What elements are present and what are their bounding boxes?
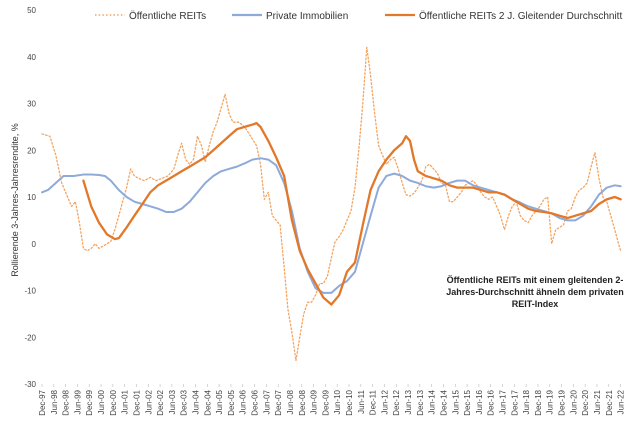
x-tick-label: Jun-14 bbox=[428, 389, 437, 414]
x-tick-label: Jun-09 bbox=[310, 389, 319, 414]
annotation-line: Jahres-Durchschnitt ähneln dem privaten bbox=[446, 287, 624, 297]
x-tick-label: Dec-03 bbox=[180, 389, 189, 415]
x-tick-label: Jun-01 bbox=[121, 389, 130, 414]
y-tick-label: 20 bbox=[27, 146, 36, 155]
x-tick-label: Jun-13 bbox=[404, 389, 413, 414]
legend-label-3: Öffentliche REITs 2 J. Gleitender Durchs… bbox=[419, 10, 622, 22]
y-tick-label: 40 bbox=[27, 53, 36, 62]
y-axis: -30 -20 -10 0 10 20 30 40 50 bbox=[24, 6, 36, 389]
x-tick-label: Dec-02 bbox=[156, 389, 165, 415]
x-tick-label: Dec-08 bbox=[298, 389, 307, 415]
y-tick-label: 0 bbox=[32, 240, 37, 249]
legend-label-1: Öffentliche REITs bbox=[129, 10, 206, 22]
y-tick-label: -30 bbox=[24, 380, 36, 389]
x-tick-label: Dec-97 bbox=[38, 389, 47, 415]
x-tick-label: Dec-00 bbox=[109, 389, 118, 415]
x-tick-label: Dec-98 bbox=[62, 389, 71, 415]
x-tick-label: Dec-07 bbox=[274, 389, 283, 415]
annotation-line: REIT-Index bbox=[512, 299, 559, 309]
x-tick-label: Dec-19 bbox=[558, 389, 567, 415]
x-tick-label: Jun-06 bbox=[239, 389, 248, 414]
x-tick-label: Dec-04 bbox=[203, 389, 212, 415]
x-tick-label: Dec-14 bbox=[439, 389, 448, 415]
x-tick-label: Jun-17 bbox=[499, 389, 508, 414]
y-tick-label: 50 bbox=[27, 6, 36, 15]
x-tick-label: Jun-07 bbox=[262, 389, 271, 414]
y-tick-label: -10 bbox=[24, 287, 36, 296]
x-tick-label: Dec-11 bbox=[369, 389, 378, 415]
x-tick-label: Jun-11 bbox=[357, 389, 366, 413]
x-tick-label: Jun-10 bbox=[333, 389, 342, 414]
x-tick-label: Jun-00 bbox=[97, 389, 106, 414]
x-tick-label: Dec-05 bbox=[227, 389, 236, 415]
x-axis: Dec-97 Jun-98 Dec-98 Jun-99 Dec-99 Jun-00 Dec-… bbox=[38, 384, 626, 416]
x-tick-label: Jun-04 bbox=[192, 389, 201, 414]
x-tick-label: Dec-10 bbox=[345, 389, 354, 415]
x-tick-label: Dec-17 bbox=[510, 389, 519, 415]
x-tick-label: Dec-21 bbox=[605, 389, 614, 415]
x-tick-label: Dec-09 bbox=[321, 389, 330, 415]
y-tick-label: 10 bbox=[27, 193, 36, 202]
annotation: Öffentliche REITs mit einem gleitenden 2… bbox=[446, 275, 624, 309]
series-line-3 bbox=[82, 121, 622, 306]
x-tick-label: Jun-20 bbox=[569, 389, 578, 414]
x-tick-label: Dec-12 bbox=[392, 389, 401, 415]
series-line-2 bbox=[41, 157, 622, 294]
x-tick-label: Jun-98 bbox=[50, 389, 59, 414]
y-tick-label: -20 bbox=[24, 333, 36, 342]
legend-label-2: Private Immobilien bbox=[266, 11, 348, 22]
x-tick-label: Jun-12 bbox=[380, 389, 389, 414]
x-tick-label: Dec-99 bbox=[85, 389, 94, 415]
y-axis-title: Rollierende 3-Jahres-Jahresrendite, % bbox=[10, 123, 20, 277]
x-tick-label: Jun-99 bbox=[73, 389, 82, 414]
x-tick-label: Jun-19 bbox=[546, 389, 555, 414]
x-tick-label: Jun-18 bbox=[522, 389, 531, 414]
series-line-1 bbox=[41, 46, 622, 362]
x-tick-label: Dec-13 bbox=[416, 389, 425, 415]
x-tick-label: Dec-18 bbox=[534, 389, 543, 415]
x-tick-label: Dec-16 bbox=[487, 389, 496, 415]
x-tick-label: Dec-20 bbox=[581, 389, 590, 415]
x-tick-label: Jun-15 bbox=[451, 389, 460, 414]
x-tick-label: Jun-03 bbox=[168, 389, 177, 414]
x-tick-label: Jun-22 bbox=[617, 389, 626, 414]
x-tick-label: Dec-01 bbox=[132, 389, 141, 415]
legend: Öffentliche REITs Private Immobilien Öffen… bbox=[95, 10, 622, 22]
y-tick-label: 30 bbox=[27, 100, 36, 109]
x-tick-label: Dec-06 bbox=[251, 389, 260, 415]
x-tick-label: Jun-16 bbox=[475, 389, 484, 414]
annotation-line: Öffentliche REITs mit einem gleitenden 2… bbox=[447, 275, 624, 285]
series-layer bbox=[41, 46, 622, 362]
x-tick-label: Jun-08 bbox=[286, 389, 295, 414]
x-tick-label: Jun-02 bbox=[144, 389, 153, 414]
x-tick-label: Jun-05 bbox=[215, 389, 224, 414]
x-tick-label: Jun-21 bbox=[593, 389, 602, 414]
x-tick-label: Dec-15 bbox=[463, 389, 472, 415]
